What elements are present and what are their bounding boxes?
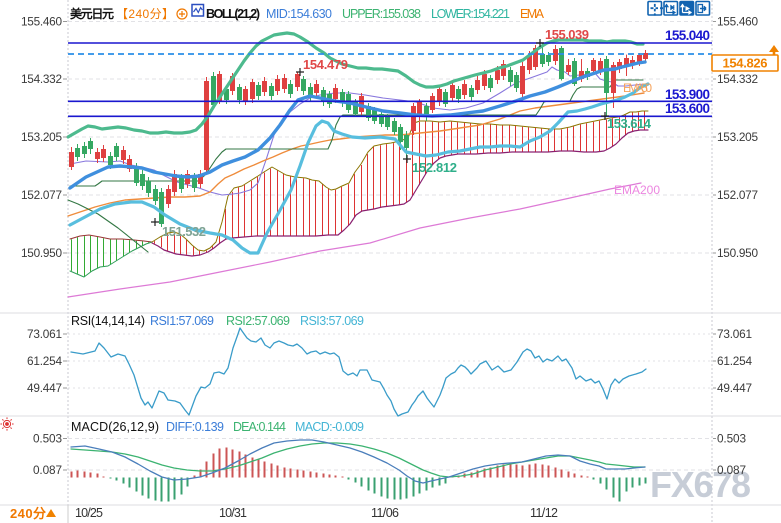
- svg-text:240分: 240分: [10, 506, 46, 521]
- svg-text:【240分】: 【240分】: [116, 7, 174, 21]
- svg-text:0.503: 0.503: [717, 432, 746, 446]
- svg-text:153.900: 153.900: [665, 87, 710, 102]
- svg-text:150.950: 150.950: [21, 246, 62, 260]
- svg-text:61.254: 61.254: [27, 354, 62, 368]
- svg-text:153.600: 153.600: [665, 101, 710, 116]
- svg-text:UPPER:155.038: UPPER:155.038: [342, 7, 421, 21]
- svg-text:RSI(14,14,14): RSI(14,14,14): [71, 314, 145, 328]
- svg-text:10/25: 10/25: [75, 506, 103, 520]
- svg-text:MACD(26,12,9): MACD(26,12,9): [71, 420, 159, 434]
- svg-text:61.254: 61.254: [717, 354, 752, 368]
- svg-text:DEA:0.144: DEA:0.144: [233, 420, 286, 434]
- svg-text:155.040: 155.040: [665, 28, 710, 43]
- svg-text:152.812: 152.812: [412, 160, 457, 175]
- svg-text:153.205: 153.205: [21, 130, 62, 144]
- svg-text:EMA: EMA: [520, 7, 545, 21]
- svg-text:0.087: 0.087: [717, 463, 746, 477]
- svg-text:RSI2:57.069: RSI2:57.069: [226, 314, 290, 328]
- svg-text:49.447: 49.447: [717, 381, 752, 395]
- svg-text:11/06: 11/06: [371, 506, 399, 520]
- svg-text:0.503: 0.503: [33, 432, 62, 446]
- svg-text:153.205: 153.205: [717, 130, 758, 144]
- svg-text:154.332: 154.332: [21, 72, 62, 86]
- svg-text:0.087: 0.087: [33, 463, 62, 477]
- svg-text:EMA200: EMA200: [614, 183, 660, 197]
- svg-text:73.061: 73.061: [717, 327, 752, 341]
- svg-text:154.826: 154.826: [723, 56, 768, 71]
- svg-text:FX678: FX678: [650, 464, 751, 505]
- svg-text:DIFF:0.139: DIFF:0.139: [166, 420, 224, 434]
- svg-text:LOWER:154.221: LOWER:154.221: [431, 7, 510, 21]
- svg-text:151.532: 151.532: [162, 224, 206, 239]
- svg-text:152.077: 152.077: [21, 188, 62, 202]
- svg-text:BOLL(21,2): BOLL(21,2): [206, 7, 260, 21]
- svg-text:MID:154.630: MID:154.630: [266, 7, 332, 21]
- svg-text:49.447: 49.447: [27, 381, 62, 395]
- svg-text:10/31: 10/31: [219, 506, 247, 520]
- svg-text:MACD:-0.009: MACD:-0.009: [295, 420, 364, 434]
- svg-text:美元日元: 美元日元: [70, 6, 114, 21]
- svg-text:150.950: 150.950: [717, 246, 758, 260]
- svg-text:155.039: 155.039: [545, 27, 589, 42]
- svg-text:RSI3:57.069: RSI3:57.069: [300, 314, 364, 328]
- svg-text:154.332: 154.332: [717, 72, 758, 86]
- svg-text:11/12: 11/12: [530, 506, 558, 520]
- svg-text:155.460: 155.460: [21, 15, 62, 29]
- svg-text:155.460: 155.460: [717, 15, 758, 29]
- svg-text:153.614: 153.614: [607, 116, 652, 131]
- svg-text:RSI1:57.069: RSI1:57.069: [150, 314, 214, 328]
- svg-text:73.061: 73.061: [27, 327, 62, 341]
- svg-text:152.077: 152.077: [717, 188, 758, 202]
- svg-text:154.479: 154.479: [303, 57, 348, 72]
- svg-text:EMA50: EMA50: [623, 81, 652, 95]
